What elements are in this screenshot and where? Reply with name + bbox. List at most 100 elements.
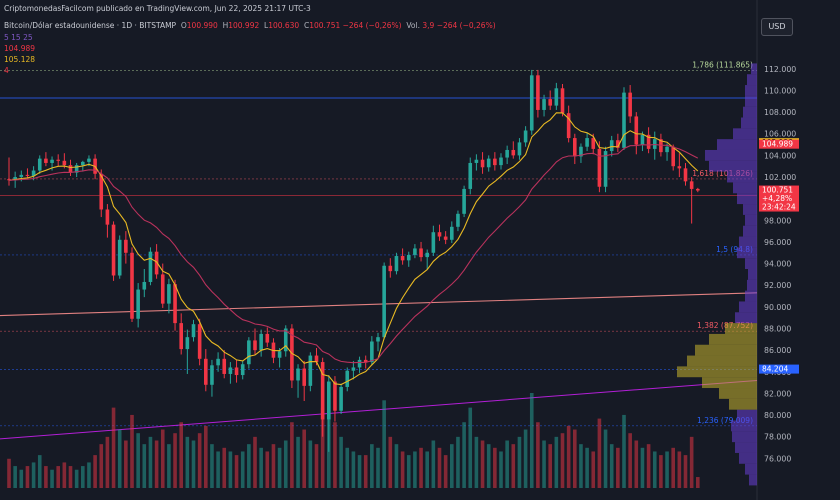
volume-bar xyxy=(659,455,663,488)
volume-bar xyxy=(167,444,171,488)
volume-bar xyxy=(406,455,411,488)
ohlc-line: Bitcoin/Dólar estadounidense · 1D · BITS… xyxy=(4,21,496,30)
volume-bar xyxy=(646,444,651,488)
candle-body xyxy=(191,324,196,338)
candle-body xyxy=(148,251,153,282)
candle-body xyxy=(357,359,362,368)
currency-button[interactable]: USD xyxy=(761,18,793,36)
volume-profile-bar xyxy=(735,442,757,453)
volume-bar xyxy=(493,447,497,488)
volume-profile-bar xyxy=(729,398,757,410)
volume-profile-bar xyxy=(735,312,757,324)
volume-profile-bar xyxy=(737,409,757,421)
volume-bar xyxy=(216,451,220,488)
candle-body xyxy=(19,174,24,178)
volume-profile-bar xyxy=(745,85,757,96)
candle-body xyxy=(105,209,110,225)
symbol-title[interactable]: Bitcoin/Dólar estadounidense · 1D · BITS… xyxy=(4,21,177,30)
volume-bar xyxy=(536,422,540,488)
indicator-value-2: 105.128 xyxy=(4,55,36,64)
volume-bar xyxy=(363,455,368,488)
indicator-label[interactable]: 5 15 25 xyxy=(4,33,33,42)
volume-bar xyxy=(560,433,565,488)
candle-body xyxy=(136,289,140,319)
volume-bar xyxy=(505,440,509,488)
volume-bar xyxy=(597,418,602,488)
volume-profile-bar xyxy=(748,269,757,280)
y-tick-label: 76.000 xyxy=(764,454,791,463)
volume-bar xyxy=(437,447,442,488)
volume-bar xyxy=(37,455,42,488)
volume-bar xyxy=(689,436,694,488)
candle-body xyxy=(44,158,48,163)
candle-body xyxy=(474,159,479,163)
low-value: 100.630 xyxy=(268,21,300,30)
volume-profile-bar xyxy=(743,106,757,118)
candle-body xyxy=(247,340,251,365)
volume-profile-bar xyxy=(719,388,757,399)
indicator-value-3: 4 xyxy=(4,66,9,75)
candle-body xyxy=(345,370,350,387)
volume-bar xyxy=(296,436,300,488)
candle-body xyxy=(493,158,497,166)
volume-profile-bar xyxy=(695,344,757,356)
volume-bar xyxy=(683,455,688,488)
volume-bar xyxy=(62,462,67,488)
candle-body xyxy=(683,168,688,182)
candle-body xyxy=(413,248,417,255)
vol-change: −264 (−0,26%) xyxy=(436,21,496,30)
candle-body xyxy=(517,142,522,156)
price-marker-label: +4,28% xyxy=(762,194,792,203)
volume-profile-bar xyxy=(739,452,757,464)
price-marker-bg xyxy=(759,185,799,195)
candle-body xyxy=(87,158,91,162)
candle-body xyxy=(628,92,632,117)
volume-bar xyxy=(160,429,165,488)
y-tick-label: 112.000 xyxy=(764,65,796,74)
volume-bar xyxy=(253,436,257,488)
y-tick-label: 92.000 xyxy=(764,281,791,290)
price-marker-label: 100.751 xyxy=(762,186,793,195)
candle-body xyxy=(529,75,534,131)
volume-profile-bar xyxy=(751,63,757,75)
candle-body xyxy=(554,88,559,106)
volume-bar xyxy=(511,444,516,488)
publisher-line: CriptomonedasFacilcom publicado en Tradi… xyxy=(4,4,311,13)
volume-profile-bar xyxy=(727,171,757,183)
volume-bar xyxy=(308,440,313,488)
volume-bar xyxy=(609,444,614,488)
volume-bar xyxy=(554,436,559,488)
y-tick-label: 78.000 xyxy=(764,433,791,442)
candle-body xyxy=(179,323,183,350)
candle-body xyxy=(443,236,448,240)
volume-bar xyxy=(376,447,380,488)
volume-bar xyxy=(591,451,596,488)
candle-body xyxy=(68,165,73,173)
volume-bar xyxy=(197,433,202,488)
volume-bar xyxy=(185,436,190,488)
candle-body xyxy=(376,337,380,342)
candle-body xyxy=(167,284,171,304)
volume-bar xyxy=(425,451,429,488)
volume-bar xyxy=(450,444,454,488)
volume-bar xyxy=(271,444,276,488)
candle-body xyxy=(265,333,270,343)
volume-bar xyxy=(228,451,233,488)
volume-bar xyxy=(351,451,356,488)
candle-body xyxy=(240,364,245,376)
price-marker-label: 23:42:24 xyxy=(762,203,796,212)
candle-body xyxy=(622,92,626,148)
volume-bar xyxy=(603,429,608,488)
volume-profile-bar xyxy=(741,117,757,129)
candle-body xyxy=(253,340,257,351)
candle-body xyxy=(320,362,325,420)
volume-profile-bar xyxy=(745,290,757,302)
volume-bar xyxy=(13,466,17,488)
volume-profile-bar xyxy=(725,323,757,334)
candle-body xyxy=(677,166,682,169)
price-marker-label: 84.204 xyxy=(762,365,788,374)
candle-body xyxy=(450,226,454,240)
volume-bar xyxy=(394,444,399,488)
